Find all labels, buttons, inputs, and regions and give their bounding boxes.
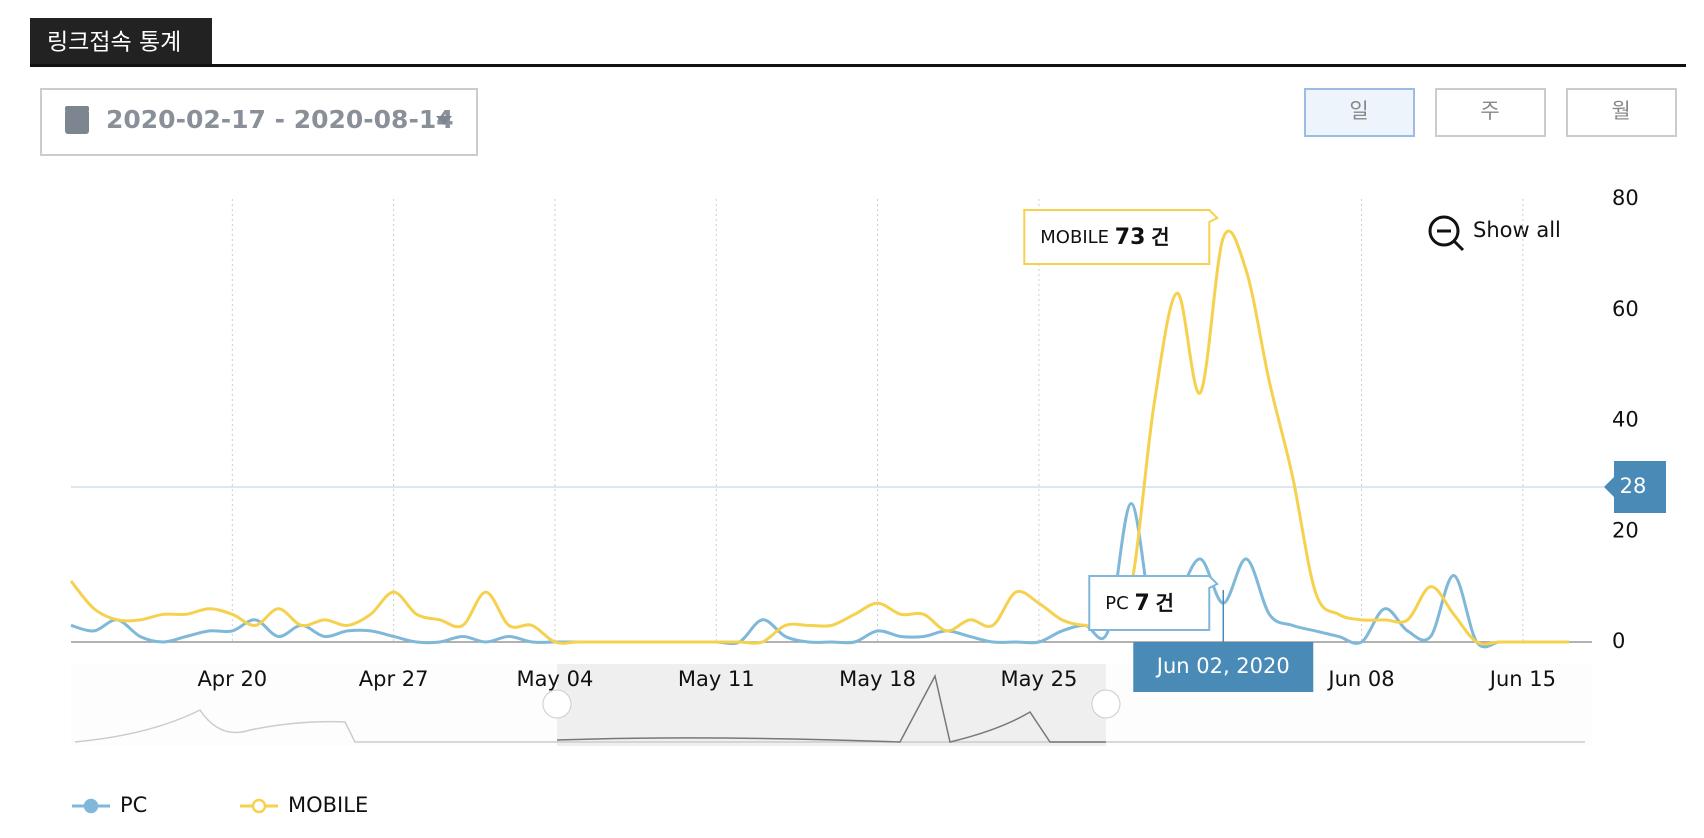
header-title: 링크접속 통계 <box>47 30 181 56</box>
legend-label: MOBILE <box>288 793 368 817</box>
crosshair-label: 28 <box>1620 474 1647 498</box>
y-tick-label: 80 <box>1612 186 1639 210</box>
navigator-line <box>74 709 1585 743</box>
crosshair-label-bg <box>1604 460 1666 513</box>
calendar-icon <box>65 110 89 134</box>
x-tick-label: May 25 <box>1001 667 1078 691</box>
tooltip-series: PC <box>1105 593 1128 614</box>
y-tick-label: 0 <box>1612 629 1625 653</box>
navigator-handle[interactable] <box>1091 689 1121 719</box>
y-tick-label: 40 <box>1612 408 1639 432</box>
series-line <box>70 502 1569 649</box>
series-line <box>69 229 1569 646</box>
tooltip-unit: 건 <box>1155 591 1173 615</box>
period-buttons: 일 주 월 <box>1304 88 1677 137</box>
legend-marker <box>251 798 267 814</box>
tooltip-date-bg <box>1133 642 1314 692</box>
tooltip-text: PC 7 건 <box>1105 591 1174 617</box>
period-button[interactable] <box>1304 88 1415 137</box>
period-label[interactable]: 월 <box>1611 99 1630 123</box>
period-label[interactable]: 일 <box>1349 99 1368 123</box>
date-range[interactable]: 2020-02-17 - 2020-08-14 <box>106 105 454 134</box>
tooltip-value: 7 <box>1134 591 1149 616</box>
legend-marker <box>83 798 99 814</box>
zoom-icon-lines <box>1437 229 1465 252</box>
navigator-selection[interactable] <box>557 664 1106 746</box>
header-tab <box>30 18 212 66</box>
date-box[interactable] <box>40 88 478 156</box>
x-tick-label: May 11 <box>678 667 755 691</box>
tooltip-series: MOBILE <box>1040 227 1109 248</box>
x-tick-label: Jun 15 <box>1488 667 1556 691</box>
legend-label: PC <box>120 793 147 817</box>
y-tick-label: 60 <box>1612 297 1639 321</box>
x-tick-label: May 04 <box>517 667 594 691</box>
y-tick-label: 20 <box>1612 518 1639 542</box>
tooltip-date: Jun 02, 2020 <box>1155 654 1290 678</box>
zoom-reset[interactable]: Show all <box>1428 215 1561 252</box>
x-tick-label: Apr 20 <box>197 667 267 691</box>
tooltip-box <box>1088 575 1219 631</box>
zoom-label[interactable]: Show all <box>1473 218 1561 242</box>
tooltip-value: 73 <box>1115 225 1146 250</box>
zoom-icon <box>1428 215 1460 247</box>
dropdown-arrow <box>436 116 452 125</box>
date-picker[interactable]: 2020-02-17 - 2020-08-14 <box>40 88 478 156</box>
x-tick-label: Jun 08 <box>1326 667 1394 691</box>
tooltip-text: MOBILE 73 건 <box>1040 225 1169 251</box>
tooltip-box <box>1023 209 1219 265</box>
tooltip-unit: 건 <box>1151 225 1169 249</box>
x-tick-label: May 18 <box>839 667 916 691</box>
navigator <box>71 664 1592 746</box>
period-label[interactable]: 주 <box>1480 99 1499 123</box>
x-tick-label: Apr 27 <box>359 667 429 691</box>
header-rule <box>30 64 1686 67</box>
navigator-line-selected <box>556 673 1106 743</box>
calendar-icon-top <box>65 106 89 112</box>
period-button[interactable] <box>1566 88 1677 137</box>
period-button[interactable] <box>1435 88 1546 137</box>
navigator-handle[interactable] <box>542 689 572 719</box>
